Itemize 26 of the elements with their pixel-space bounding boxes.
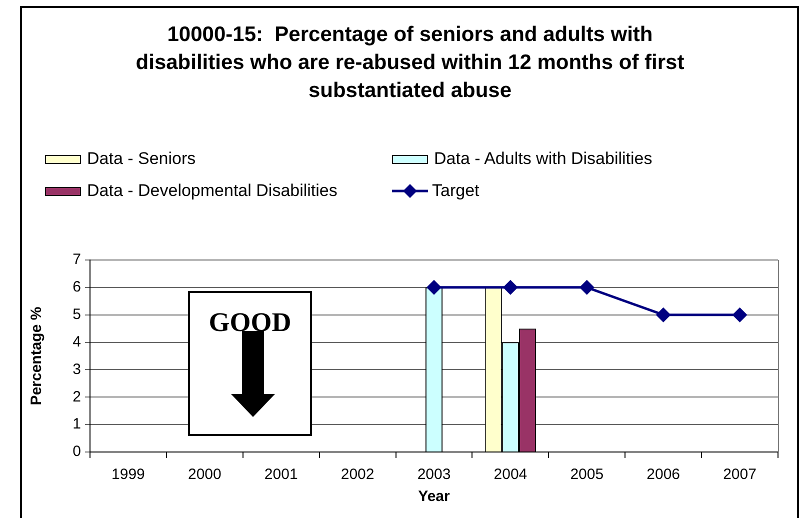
y-tick-label: 7: [72, 251, 81, 268]
x-tick-label: 1999: [112, 466, 145, 484]
x-tick-label: 2004: [494, 466, 528, 484]
legend-label: Data - Seniors: [87, 149, 196, 169]
legend-label: Data - Adults with Disabilities: [434, 149, 652, 169]
legend-label: Data - Developmental Disabilities: [87, 181, 338, 201]
legend-label: Target: [432, 181, 480, 201]
x-tick-label: 2001: [264, 466, 298, 484]
y-tick-label: 6: [72, 278, 81, 296]
x-tick-label: 2002: [340, 466, 374, 484]
x-tick-label: 2006: [646, 466, 680, 484]
y-tick-label: 2: [72, 388, 81, 406]
y-tick-label: 5: [72, 306, 81, 323]
y-axis-title: Percentage %: [28, 306, 46, 406]
x-axis-title: Year: [418, 488, 450, 506]
x-tick-label: 2000: [188, 466, 222, 484]
y-tick-label: 3: [72, 360, 81, 378]
y-tick-label: 0: [72, 443, 81, 460]
y-tick-label: 1: [72, 416, 81, 433]
x-tick-label: 2005: [570, 466, 604, 484]
chart-title: 10000-15: Percentage of seniors and adults with disabilities who are re-abused within 12 months of first substantiated abuse: [134, 22, 686, 104]
annotation: GOOD: [208, 307, 292, 337]
note-box: GOOD: [188, 291, 312, 436]
x-tick-label: 2003: [417, 466, 451, 484]
y-tick-label: 4: [72, 333, 81, 350]
x-tick-label: 2007: [723, 466, 756, 484]
